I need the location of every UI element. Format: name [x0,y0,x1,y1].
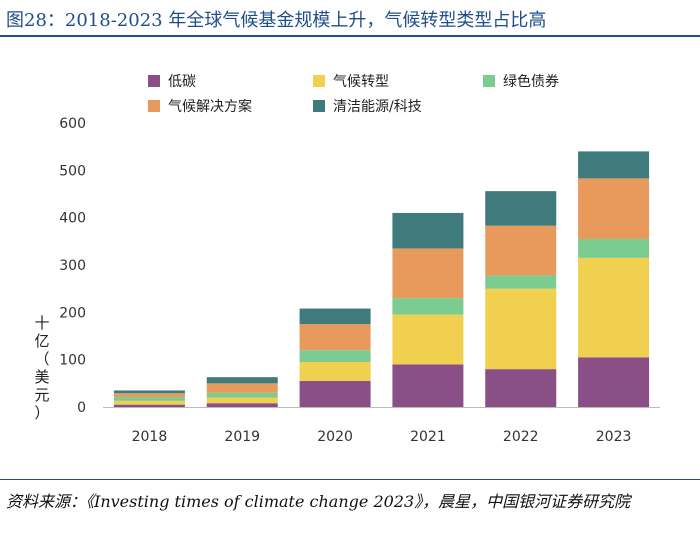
y-tick-label: 600 [59,116,86,132]
bar-segment [485,275,557,289]
bar-segment [206,403,278,407]
bar-segment [206,397,278,404]
y-tick-label: 300 [59,258,86,274]
legend-swatch [313,75,325,87]
figure-title: 图28：2018-2023 年全球气候基金规模上升，气候转型类型占比高 [6,10,547,31]
y-axis: 0 100 200 300 400 500 600 [59,116,86,416]
y-tick-label: 100 [59,353,86,369]
x-tick-label: 2023 [596,429,632,445]
y-tick-label: 500 [59,163,86,179]
bar-segment [578,178,650,239]
y-tick-label: 200 [59,305,86,321]
bar-segment [206,392,278,398]
bar-segment [299,380,371,407]
x-tick-label: 2019 [224,429,260,445]
bar-segment [392,248,464,299]
title-rule [0,35,700,37]
source-note: 资料来源：《Investing times of climate change … [6,492,631,511]
bar-segment [485,225,557,276]
legend-label: 气候解决方案 [168,98,252,115]
bar-segment [113,404,185,407]
bar-segment [392,364,464,407]
legend-swatch [148,100,160,112]
bar-segment [299,308,371,325]
bar-segment [578,238,650,258]
legend-swatch [148,75,160,87]
bar-segment [206,377,278,384]
bar-segment [299,362,371,381]
bar-segment [485,191,557,226]
bar-segment [485,288,557,370]
bar-segment [392,314,464,365]
bar-segment [113,397,185,401]
x-axis: 2018 2019 2020 2021 2022 2023 [103,407,660,445]
bar-segment [206,383,278,393]
x-tick-label: 2021 [410,429,446,445]
x-tick-label: 2022 [503,429,539,445]
bar-segment [113,400,185,405]
bar-segment [392,298,464,315]
x-tick-label: 2018 [132,429,168,445]
bar-segment [113,390,185,394]
legend-swatch [483,75,495,87]
legend-label: 清洁能源/科技 [333,99,422,115]
chart-bars [113,151,650,407]
bar-segment [113,393,185,398]
bar-segment [392,212,464,249]
y-tick-label: 400 [59,211,86,227]
x-tick-label: 2020 [317,429,353,445]
bar-segment [485,369,557,407]
legend-label: 低碳 [168,74,196,90]
y-tick-label: 0 [77,400,86,416]
bar-segment [299,324,371,351]
legend-label: 绿色债券 [503,73,559,90]
bar-segment [578,151,650,179]
y-axis-label: 十亿（美元） [34,314,49,422]
legend-label: 气候转型 [333,74,389,90]
source-rule [0,479,700,480]
bar-segment [578,257,650,358]
bar-segment [299,350,371,363]
bar-segment [578,357,650,407]
legend-swatch [313,100,325,112]
